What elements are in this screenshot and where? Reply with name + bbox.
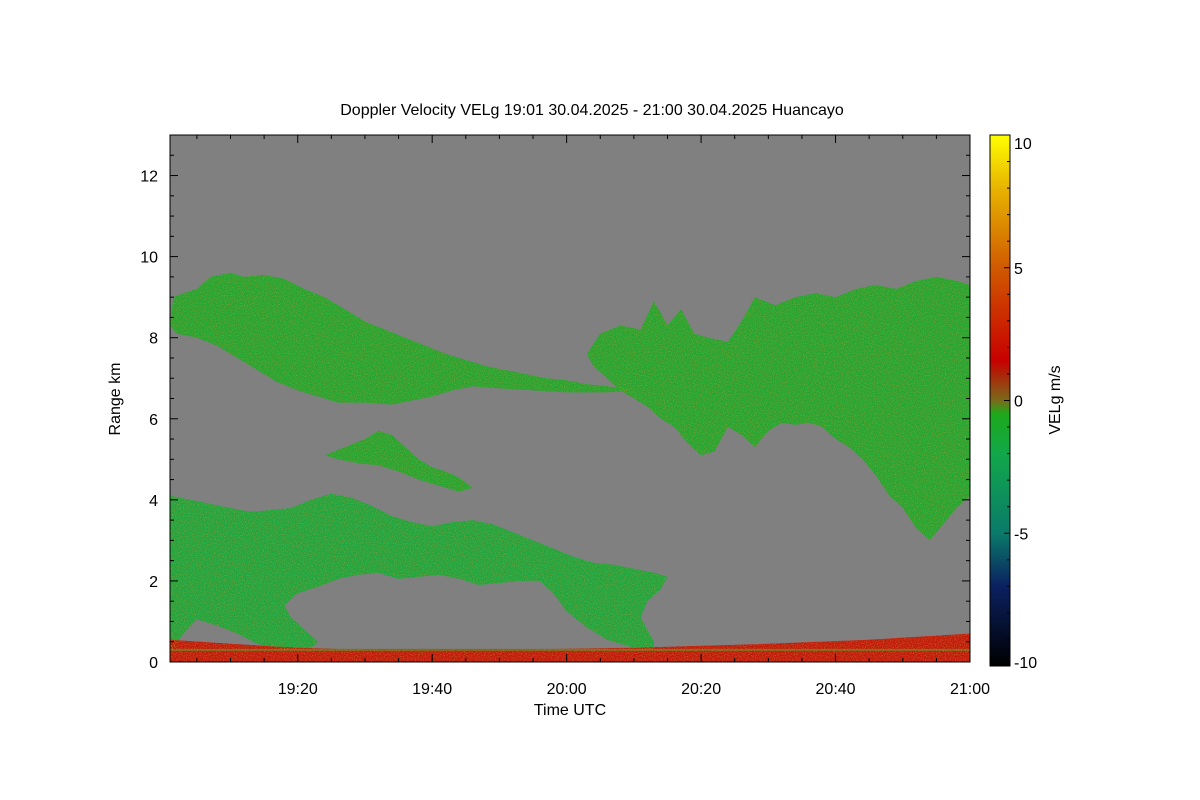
colorbar-tick-label: -5 [1014,526,1028,543]
plot-area [169,134,971,663]
y-tick-label: 0 [149,655,158,672]
echo-texture-mid-streaks [324,430,473,492]
y-axis-title: Range km [107,363,124,436]
chart-title: Doppler Velocity VELg 19:01 30.04.2025 -… [340,102,844,119]
x-axis-title: Time UTC [534,702,606,719]
y-tick-label: 8 [149,331,158,348]
colorbar-tick-label: -10 [1014,655,1037,672]
x-tick-label: 20:20 [681,681,721,698]
colorbar-title: VELg m/s [1047,365,1064,434]
colorbar-tick-label: 10 [1014,136,1032,153]
echo-texture-lower-layer [170,493,668,654]
y-tick-label: 4 [149,493,158,510]
colorbar-tick-label: 0 [1014,394,1023,411]
x-tick-label: 20:40 [816,681,856,698]
echo-texture-upper-left-layer [170,272,634,405]
colorbar: 10 5 0 -5 -10 VELg m/s [989,134,1064,672]
y-axis: 0 2 4 6 8 10 12 [140,134,970,672]
colorbar-ticks: 10 5 0 -5 -10 [1004,134,1037,672]
y-tick-label: 2 [149,574,158,591]
colorbar-tick-label: 5 [1014,261,1023,278]
echo-texture [170,272,970,662]
echo-texture-upper-right-layer [586,276,970,541]
x-tick-label: 19:20 [278,681,318,698]
y-tick-label: 6 [149,412,158,429]
y-tick-label: 12 [140,169,158,186]
y-tick-label: 10 [140,250,158,267]
x-tick-label: 20:00 [547,681,587,698]
x-tick-label: 19:40 [412,681,452,698]
echo-texture-near-surface-clutter [170,633,970,662]
x-axis: 19:20 19:40 20:00 20:20 20:40 21:00 [196,135,990,698]
x-tick-label: 21:00 [950,681,990,698]
